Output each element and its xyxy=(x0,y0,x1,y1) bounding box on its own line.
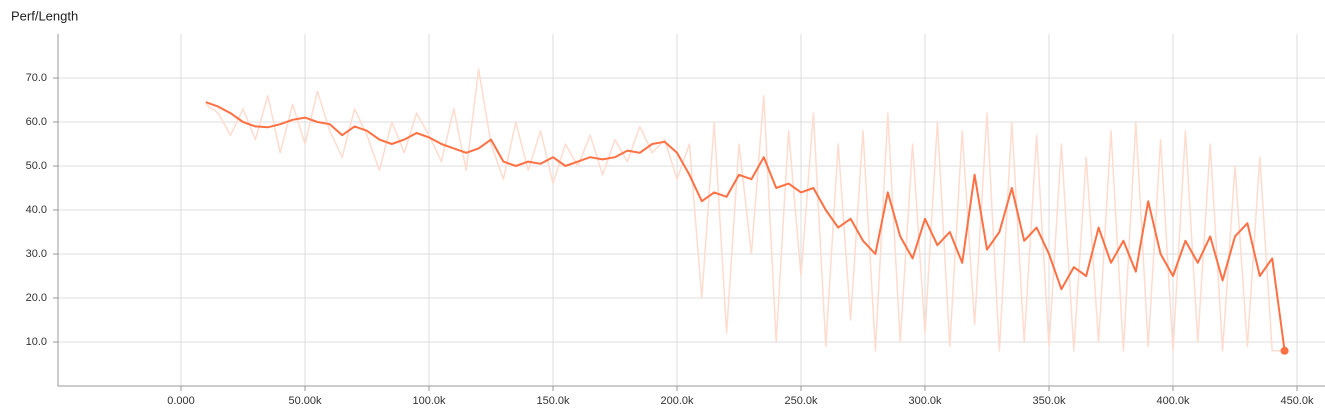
end-point xyxy=(1280,346,1289,355)
y-tick-label: 20.0 xyxy=(26,292,47,304)
y-tick-label: 30.0 xyxy=(26,248,47,260)
y-tick-label: 70.0 xyxy=(26,72,47,84)
y-tick-label: 60.0 xyxy=(26,116,47,128)
series-line xyxy=(205,101,1286,351)
x-tick-label: 350.0k xyxy=(1032,395,1066,407)
x-tick-label: 100.0k xyxy=(412,395,446,407)
x-tick-label: 450.0k xyxy=(1280,395,1314,407)
x-tick-label: 200.0k xyxy=(660,395,694,407)
x-tick-label: 250.0k xyxy=(784,395,818,407)
y-tick-label: 50.0 xyxy=(26,160,47,172)
x-tick-label: 150.0k xyxy=(536,395,570,407)
x-tick-label: 0.000 xyxy=(167,395,195,407)
x-tick-label: 400.0k xyxy=(1156,395,1190,407)
x-tick-label: 300.0k xyxy=(908,395,942,407)
chart-title: Perf/Length xyxy=(11,8,78,23)
y-tick-label: 10.0 xyxy=(26,336,47,348)
series-line xyxy=(205,68,1285,352)
y-tick-label: 40.0 xyxy=(26,204,47,216)
x-tick-label: 50.00k xyxy=(288,395,322,407)
